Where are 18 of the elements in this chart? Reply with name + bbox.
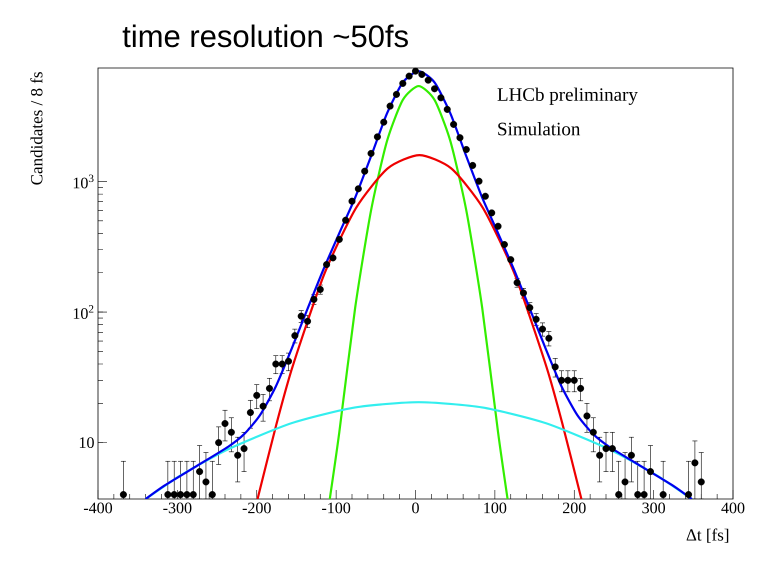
x-axis-title: Δt [fs] bbox=[686, 528, 728, 543]
annotation: LHCb preliminary bbox=[498, 88, 638, 105]
line-series bbox=[256, 154, 582, 499]
x-tick-label: -300 bbox=[163, 502, 192, 514]
x-tick-label: -200 bbox=[242, 502, 271, 514]
x-tick-label: -100 bbox=[322, 502, 350, 514]
y-tick-label: 10 bbox=[80, 437, 94, 448]
x-tick-label: -400 bbox=[84, 502, 112, 514]
chart-title: time resolution ~50fs bbox=[122, 24, 408, 48]
y-tick-label: 10$^{3}$ bbox=[74, 174, 94, 188]
x-tick-label: 100 bbox=[484, 502, 506, 514]
x-tick-label: 400 bbox=[721, 502, 744, 514]
annotation: Simulation bbox=[498, 122, 580, 136]
x-tick-label: 0 bbox=[412, 502, 419, 514]
x-tick-label: 300 bbox=[642, 502, 666, 514]
y-axis-title: Candidates / 8 fs bbox=[30, 72, 42, 185]
y-tick-label: 10$^{2}$ bbox=[74, 305, 94, 319]
x-tick-label: 200 bbox=[562, 502, 586, 514]
